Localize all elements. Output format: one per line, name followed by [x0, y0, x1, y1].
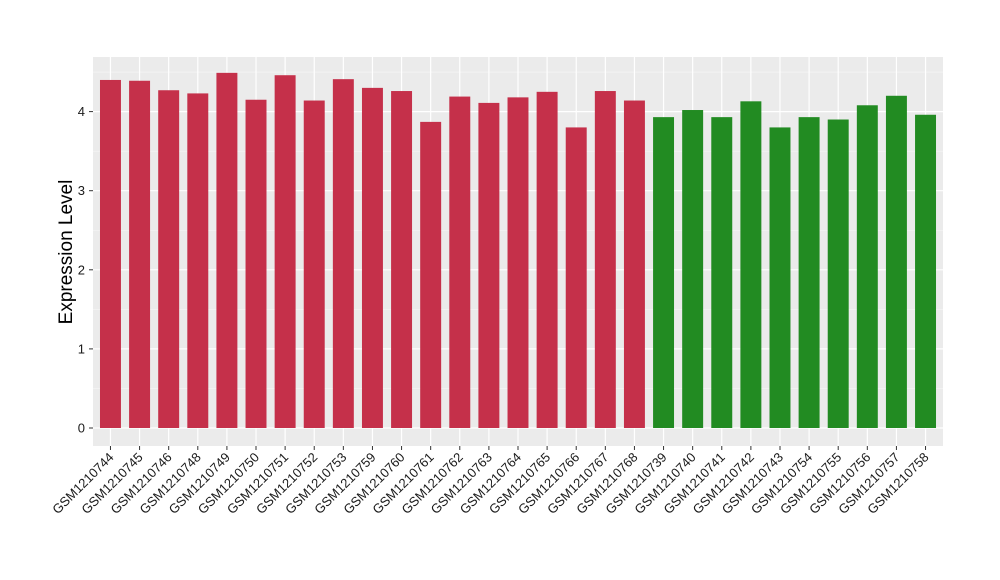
bar-GSM1210766 — [565, 127, 587, 429]
y-tick-label: 0 — [78, 421, 85, 436]
y-axis-title: Expression Level — [56, 180, 77, 325]
bars — [99, 72, 937, 429]
bar-GSM1210748 — [187, 93, 209, 429]
y-tick-label: 1 — [78, 341, 85, 356]
bar-GSM1210741 — [711, 117, 733, 429]
bar-GSM1210761 — [420, 121, 442, 429]
bar-GSM1210759 — [361, 87, 383, 429]
bar-GSM1210768 — [623, 100, 645, 428]
bar-GSM1210757 — [885, 95, 907, 428]
bar-GSM1210744 — [99, 79, 121, 429]
bar-GSM1210764 — [507, 97, 529, 428]
bar-GSM1210754 — [798, 117, 820, 429]
bar-GSM1210760 — [391, 91, 413, 428]
bar-GSM1210765 — [536, 91, 558, 428]
y-tick-label: 2 — [78, 262, 85, 277]
y-tick-label: 4 — [78, 104, 85, 119]
bar-GSM1210762 — [449, 96, 471, 429]
bar-GSM1210745 — [129, 80, 151, 428]
bar-GSM1210746 — [158, 90, 180, 429]
bar-GSM1210767 — [594, 91, 616, 428]
bar-GSM1210756 — [856, 105, 878, 428]
y-tick-label: 3 — [78, 183, 85, 198]
y-axis: 0 1 2 3 4 — [78, 104, 93, 436]
bar-GSM1210749 — [216, 72, 238, 428]
bar-GSM1210750 — [245, 99, 267, 429]
bar-GSM1210740 — [682, 110, 704, 428]
bar-GSM1210743 — [769, 127, 791, 429]
bar-GSM1210742 — [740, 101, 762, 428]
bar-GSM1210763 — [478, 102, 500, 429]
bar-GSM1210752 — [303, 100, 325, 428]
x-axis: GSM1210744GSM1210745GSM1210746GSM1210748… — [49, 446, 932, 517]
bar-GSM1210755 — [827, 119, 849, 428]
bar-GSM1210739 — [653, 117, 675, 429]
bar-GSM1210753 — [332, 79, 354, 428]
bar-GSM1210751 — [274, 75, 296, 429]
bar-GSM1210758 — [915, 114, 937, 428]
